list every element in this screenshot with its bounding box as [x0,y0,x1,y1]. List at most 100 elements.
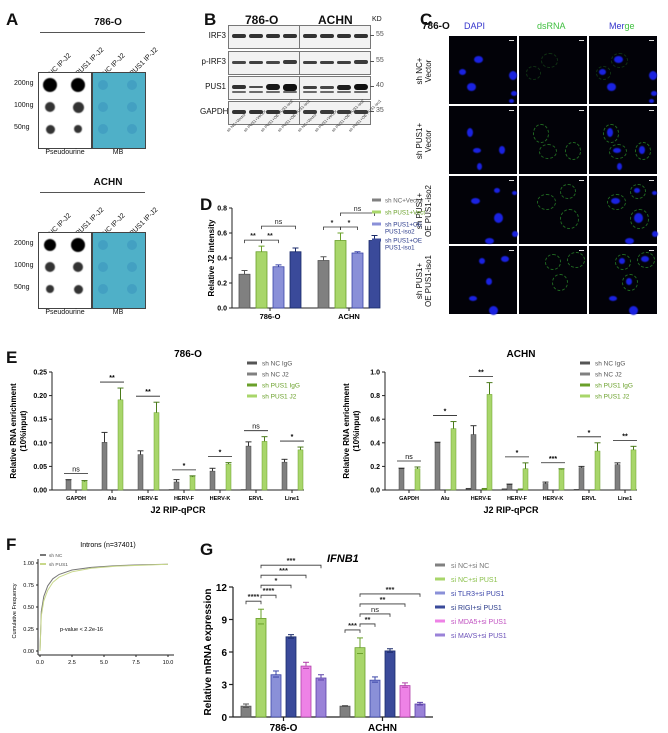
band [303,34,317,38]
svg-text:si RIGI+si PUS1: si RIGI+si PUS1 [451,605,502,612]
stain-label-mb: MB [112,309,124,316]
dsrna-signal [630,209,649,229]
nucleus [649,99,654,103]
mb-dot [127,80,137,90]
svg-text:12: 12 [216,583,228,594]
nucleus [509,99,514,103]
svg-text:si MDA5+si PUS1: si MDA5+si PUS1 [451,619,507,626]
svg-text:sh PUS1 IgG: sh PUS1 IgG [595,383,633,390]
band [354,34,368,38]
band [354,60,368,64]
dsrna-signal [567,252,585,268]
svg-text:HERV-E: HERV-E [138,496,159,502]
mb-dot [127,284,137,294]
scale-bar [579,250,584,251]
band [283,110,297,114]
svg-text:7.5: 7.5 [132,660,140,665]
nucleus [485,238,494,244]
svg-text:**: ** [109,375,115,382]
band-lower [303,91,317,93]
scale-bar [509,250,514,251]
band [303,85,317,89]
svg-text:GAPDH: GAPDH [399,496,419,502]
svg-text:Line1: Line1 [285,496,299,502]
dot [46,285,54,293]
marker-tick [370,35,374,36]
band [320,85,334,89]
nucleus [629,306,638,315]
scale-bar [579,180,584,181]
dsrna-signal [630,184,646,199]
merge-image [589,176,657,244]
svg-text:ACHN: ACHN [338,312,360,321]
panel-label-c: C [420,10,433,29]
svg-text:***: *** [348,621,357,630]
band-lower [232,91,246,93]
band [303,110,317,114]
dot [71,238,85,252]
dsrna-signal [603,124,619,143]
band-lower [337,91,351,93]
band [337,60,351,64]
svg-text:0.20: 0.20 [33,393,47,400]
band [232,34,246,38]
panel-label-e: E [6,348,18,367]
svg-text:***: *** [386,585,395,594]
mb-dot [98,240,108,250]
band [337,34,351,38]
svg-text:0.2: 0.2 [217,281,227,288]
nucleus [477,163,482,170]
svg-text:*: * [516,450,519,457]
nucleus [467,128,473,137]
nucleus [509,71,517,80]
svg-text:ERVL: ERVL [249,496,264,502]
dot [71,78,85,92]
dot [72,101,84,113]
dsrna-signal [615,254,631,270]
scale-bar [509,110,514,111]
stain-label-pseudouridine: Pseudourine [45,309,85,316]
svg-text:**: ** [250,233,256,240]
nucleus [512,231,518,237]
marker-value: 55 [376,31,384,38]
dsrna-signal [545,254,561,270]
dsrna-signal [596,66,611,80]
band-lower [266,91,280,93]
svg-text:PUS1-iso2: PUS1-iso2 [385,229,415,236]
nucleus [467,83,476,91]
band-lower [320,91,334,93]
svg-text:si NC+si PUS1: si NC+si PUS1 [451,577,498,584]
mb-dot [98,102,108,112]
svg-text:786-O: 786-O [270,723,298,733]
panel-label-f: F [6,535,17,554]
svg-text:HERV-F: HERV-F [507,496,528,502]
dsrna-image [519,176,587,244]
dapi-image [449,176,517,244]
row-label-line1: sh NC+ [415,57,424,85]
svg-text:(10%input): (10%input) [19,410,28,451]
amount-label: 50ng [14,124,30,131]
nucleus [651,91,657,96]
dsrna-signal [560,184,576,199]
svg-text:0.0: 0.0 [370,488,380,495]
dot [73,284,83,294]
svg-text:0.6: 0.6 [370,417,380,424]
panel-label-d: D [200,195,213,214]
nucleus [494,188,500,193]
svg-text:0.4: 0.4 [370,440,380,447]
svg-text:**: ** [365,615,371,624]
svg-text:***: *** [279,566,288,575]
svg-text:HERV-K: HERV-K [543,496,564,502]
dot [45,262,55,272]
merge-part-blue: Mer [609,21,625,31]
amount-label: 200ng [14,80,34,87]
svg-text:HERV-K: HERV-K [210,496,231,502]
svg-text:ns: ns [371,605,379,614]
svg-text:Relative RNA enrichment: Relative RNA enrichment [9,383,18,479]
row-label-line2: Vector [424,129,433,153]
scale-bar [579,110,584,111]
dsrna-signal [611,53,628,68]
svg-text:sh PUS1: sh PUS1 [49,562,68,568]
title-underline [40,192,145,193]
